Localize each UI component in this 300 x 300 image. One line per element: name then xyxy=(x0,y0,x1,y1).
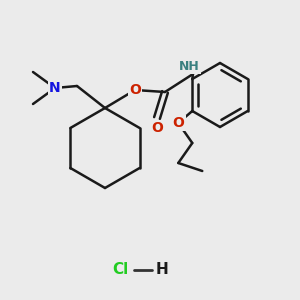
Text: O: O xyxy=(129,83,141,97)
Text: NH: NH xyxy=(178,59,200,73)
Text: O: O xyxy=(172,116,184,130)
Text: O: O xyxy=(151,121,163,135)
Text: Cl: Cl xyxy=(112,262,128,278)
Text: N: N xyxy=(49,81,61,95)
Text: H: H xyxy=(156,262,168,278)
